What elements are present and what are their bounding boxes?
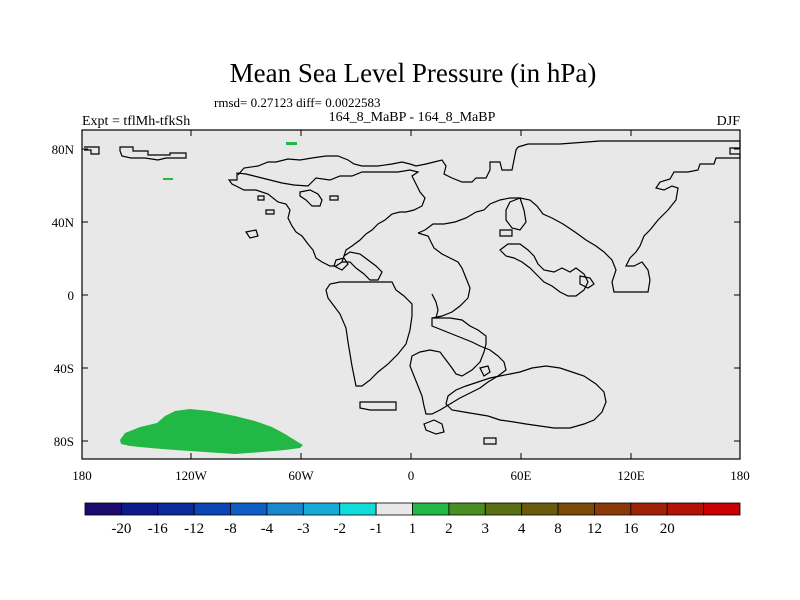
coast-africa-west xyxy=(431,293,439,319)
latitude-ticks: 80N 40N 0 40S 80S xyxy=(52,142,740,449)
colorbar-swatch xyxy=(521,502,559,516)
colorbar-swatch xyxy=(703,502,741,516)
colorbar-label: -8 xyxy=(224,521,237,537)
colorbar-label: -12 xyxy=(184,521,204,537)
season-label: DJF xyxy=(717,114,741,129)
colorbar-label: -2 xyxy=(333,521,346,537)
experiment-label: Expt = tflMh-tfkSh xyxy=(82,114,190,129)
lon-tick-label: 0 xyxy=(408,468,415,483)
lat-tick-label: 80N xyxy=(52,142,75,157)
lon-tick-label: 180 xyxy=(72,468,92,483)
coastlines xyxy=(84,140,741,445)
colorbar-swatch xyxy=(594,502,632,516)
colorbar-swatch xyxy=(120,502,159,516)
figure-title: Mean Sea Level Pressure (in hPa) xyxy=(230,58,597,88)
map-panel: 180 120W 60W 0 60E 120E 180 80N 40N 0 40S 80S xyxy=(52,129,750,483)
coast-hudson xyxy=(299,189,323,207)
map-background xyxy=(82,130,740,459)
coast-indonesia xyxy=(579,275,595,289)
coast-north-america-north xyxy=(237,146,519,183)
lat-tick-label: 0 xyxy=(68,288,75,303)
colorbar-swatch xyxy=(412,502,450,516)
colorbar-swatch xyxy=(157,502,195,516)
colorbar-swatch xyxy=(230,502,268,516)
colorbar-swatch xyxy=(630,502,668,516)
anomaly-region-south-pacific xyxy=(120,409,303,454)
coast-europe-africa xyxy=(409,232,507,415)
colorbar-label: 8 xyxy=(554,521,562,537)
colorbar-label: 4 xyxy=(518,521,526,537)
coast-pacific-isle xyxy=(245,229,259,239)
colorbar-swatch xyxy=(448,502,486,516)
coast-new-zealand xyxy=(423,419,445,435)
coast-central-america xyxy=(342,251,383,281)
coast-small-isle-2 xyxy=(257,195,265,201)
anomaly-patch-arctic xyxy=(286,142,297,145)
coast-arctic-islands xyxy=(119,146,187,161)
coast-antarctic-island-2 xyxy=(483,437,497,445)
coast-australia xyxy=(445,365,607,429)
coast-japan xyxy=(499,229,513,237)
coast-north-america xyxy=(227,169,426,267)
colorbar-swatch xyxy=(666,502,705,516)
colorbar-swatch xyxy=(339,502,377,516)
colorbar-label: 12 xyxy=(587,521,602,537)
colorbar-swatch xyxy=(193,502,231,516)
coast-east-asia-islands xyxy=(505,197,527,231)
colorbar-swatch xyxy=(557,502,595,516)
lat-tick-label: 40S xyxy=(54,361,74,376)
colorbar-label: 1 xyxy=(409,521,417,537)
colorbar-label: -1 xyxy=(370,521,383,537)
colorbar: -20 -16 -12 -8 -4 -3 -2 -1 1 2 3 4 8 12 16 20 xyxy=(84,502,741,537)
coast-greenland xyxy=(84,146,100,155)
colorbar-label: -20 xyxy=(111,521,131,537)
colorbar-swatch xyxy=(302,502,341,516)
coast-south-america xyxy=(325,281,413,387)
comparison-label: 164_8_MaBP - 164_8_MaBP xyxy=(329,110,496,125)
lon-tick-label: 120W xyxy=(175,468,208,483)
lon-tick-label: 60W xyxy=(288,468,314,483)
stats-text: rmsd= 0.27123 diff= 0.0022583 xyxy=(214,95,380,110)
colorbar-label: -16 xyxy=(148,521,168,537)
lat-tick-label: 80S xyxy=(54,434,74,449)
colorbar-swatch xyxy=(84,502,122,516)
coast-small-isle-1 xyxy=(265,209,275,215)
colorbar-label: -3 xyxy=(297,521,310,537)
colorbar-label: 3 xyxy=(482,521,490,537)
coast-small-isle-3 xyxy=(329,195,339,201)
colorbar-swatch xyxy=(266,502,304,516)
lat-tick-label: 40N xyxy=(52,215,75,230)
coast-madagascar xyxy=(479,365,491,377)
colorbar-swatch xyxy=(484,502,523,516)
colorbar-label: 2 xyxy=(445,521,453,537)
coast-arabia-india xyxy=(499,243,589,297)
longitude-ticks: 180 120W 60W 0 60E 120E 180 xyxy=(72,130,750,483)
colorbar-label: 16 xyxy=(623,521,639,537)
coast-caribbean-isle xyxy=(333,257,349,271)
lon-tick-label: 120E xyxy=(617,468,645,483)
colorbar-swatch xyxy=(375,502,413,516)
coast-antarctic-island-1 xyxy=(359,401,397,411)
anomaly-patch-arctic-small xyxy=(163,178,173,180)
lon-tick-label: 60E xyxy=(511,468,532,483)
pressure-anomaly-fill xyxy=(120,142,303,454)
colorbar-label: -4 xyxy=(261,521,274,537)
colorbar-label: 20 xyxy=(660,521,675,537)
lon-tick-label: 180 xyxy=(730,468,750,483)
